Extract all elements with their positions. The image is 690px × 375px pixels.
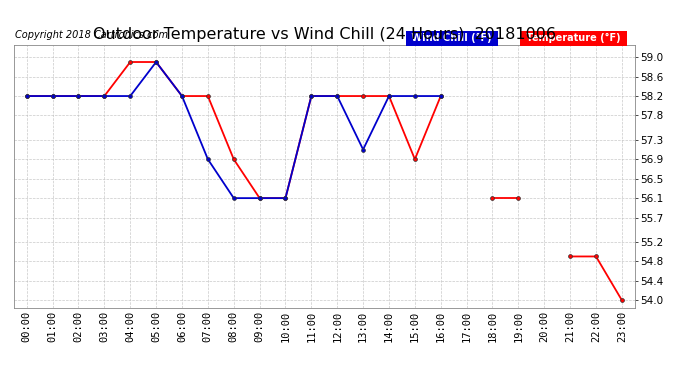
Text: Temperature (°F): Temperature (°F) — [523, 33, 624, 44]
Text: Copyright 2018 Cartronics.com: Copyright 2018 Cartronics.com — [15, 30, 168, 40]
Title: Outdoor Temperature vs Wind Chill (24 Hours)  20181006: Outdoor Temperature vs Wind Chill (24 Ho… — [92, 27, 556, 42]
Text: Wind Chill (°F): Wind Chill (°F) — [408, 33, 495, 44]
